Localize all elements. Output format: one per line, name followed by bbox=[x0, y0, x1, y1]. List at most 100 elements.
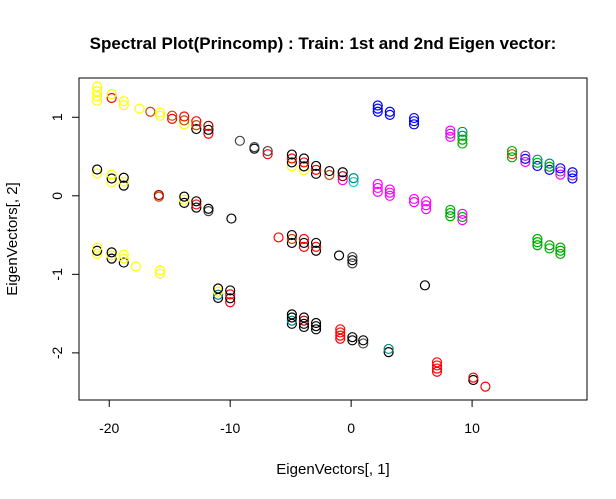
data-point bbox=[118, 249, 129, 260]
data-point bbox=[348, 173, 359, 184]
data-point bbox=[333, 250, 345, 261]
data-point bbox=[544, 240, 555, 251]
data-point bbox=[348, 176, 359, 188]
data-point bbox=[544, 164, 555, 175]
data-point bbox=[106, 169, 117, 180]
data-point bbox=[310, 168, 322, 179]
data-point bbox=[298, 241, 310, 252]
data-point bbox=[212, 286, 224, 297]
data-point bbox=[408, 112, 420, 124]
data-point bbox=[520, 150, 531, 161]
data-point bbox=[262, 145, 273, 157]
data-point bbox=[92, 248, 103, 260]
data-point bbox=[106, 92, 117, 104]
y-tick-label: 0 bbox=[49, 192, 65, 200]
data-point bbox=[384, 187, 395, 198]
data-point bbox=[298, 157, 310, 168]
data-point bbox=[154, 110, 166, 121]
data-point bbox=[347, 258, 358, 269]
data-point bbox=[532, 233, 543, 245]
data-point bbox=[298, 318, 310, 329]
data-point bbox=[555, 245, 566, 256]
data-point bbox=[506, 145, 518, 157]
data-point bbox=[457, 215, 468, 226]
data-point bbox=[179, 119, 190, 130]
data-point bbox=[408, 196, 420, 208]
x-axis-label: EigenVectors[, 1] bbox=[276, 461, 389, 478]
y-tick-label: 1 bbox=[49, 113, 65, 121]
data-point bbox=[118, 172, 129, 183]
data-point bbox=[118, 99, 129, 111]
data-point bbox=[457, 211, 468, 223]
data-point bbox=[408, 119, 420, 130]
x-tick-label: 10 bbox=[464, 420, 480, 436]
data-point bbox=[532, 237, 543, 248]
data-point bbox=[225, 293, 236, 304]
data-point bbox=[335, 330, 346, 341]
data-point bbox=[555, 248, 566, 260]
data-point bbox=[286, 315, 297, 326]
x-axis: -20 -10 0 10 bbox=[99, 399, 480, 436]
data-point bbox=[154, 107, 166, 118]
data-point bbox=[191, 202, 202, 213]
data-point bbox=[203, 120, 214, 132]
data-point bbox=[567, 167, 578, 178]
plot-frame bbox=[78, 77, 588, 401]
data-point bbox=[445, 204, 456, 216]
data-point bbox=[298, 312, 310, 323]
data-point bbox=[118, 180, 129, 191]
data-point bbox=[372, 178, 383, 190]
data-point bbox=[445, 128, 456, 139]
data-point bbox=[234, 135, 245, 146]
data-point bbox=[106, 253, 117, 264]
data-point bbox=[520, 153, 531, 164]
data-point bbox=[335, 327, 346, 338]
data-point bbox=[555, 166, 566, 177]
data-point bbox=[179, 194, 190, 205]
data-point bbox=[191, 199, 202, 210]
data-point bbox=[225, 289, 236, 300]
data-point bbox=[347, 332, 358, 343]
data-point bbox=[298, 165, 310, 176]
data-point bbox=[567, 170, 578, 181]
data-point bbox=[106, 173, 117, 184]
y-tick-label: -2 bbox=[49, 346, 65, 359]
data-point bbox=[106, 247, 117, 258]
data-point bbox=[167, 110, 178, 121]
y-axis: -2 -1 0 1 bbox=[49, 113, 80, 359]
data-point bbox=[212, 289, 224, 300]
data-point bbox=[480, 381, 491, 392]
data-point bbox=[286, 157, 297, 168]
data-point bbox=[310, 237, 322, 249]
x-tick-label: -20 bbox=[99, 420, 119, 436]
data-point bbox=[154, 268, 166, 279]
data-point bbox=[179, 115, 190, 126]
data-point bbox=[372, 182, 383, 194]
data-point bbox=[431, 363, 443, 374]
data-point bbox=[118, 257, 129, 268]
data-point bbox=[408, 193, 420, 205]
data-point bbox=[191, 120, 202, 131]
data-point bbox=[106, 250, 117, 261]
data-point bbox=[191, 196, 202, 207]
data-point bbox=[92, 81, 103, 92]
data-point bbox=[226, 213, 237, 224]
data-point bbox=[532, 160, 543, 172]
data-point bbox=[383, 343, 394, 355]
data-point bbox=[358, 338, 369, 349]
data-point bbox=[179, 197, 190, 208]
x-tick-label: 0 bbox=[347, 420, 355, 436]
data-point bbox=[179, 111, 190, 122]
data-point bbox=[134, 103, 145, 114]
y-axis-label: EigenVectors[, 2] bbox=[4, 182, 21, 295]
data-point bbox=[225, 297, 236, 308]
data-point bbox=[457, 208, 468, 219]
data-point bbox=[445, 207, 456, 219]
data-point bbox=[298, 233, 310, 245]
data-point bbox=[191, 123, 202, 135]
data-point bbox=[419, 280, 431, 291]
data-point bbox=[421, 196, 432, 207]
data-point bbox=[310, 321, 322, 332]
data-point bbox=[286, 149, 297, 160]
data-point bbox=[212, 283, 224, 294]
